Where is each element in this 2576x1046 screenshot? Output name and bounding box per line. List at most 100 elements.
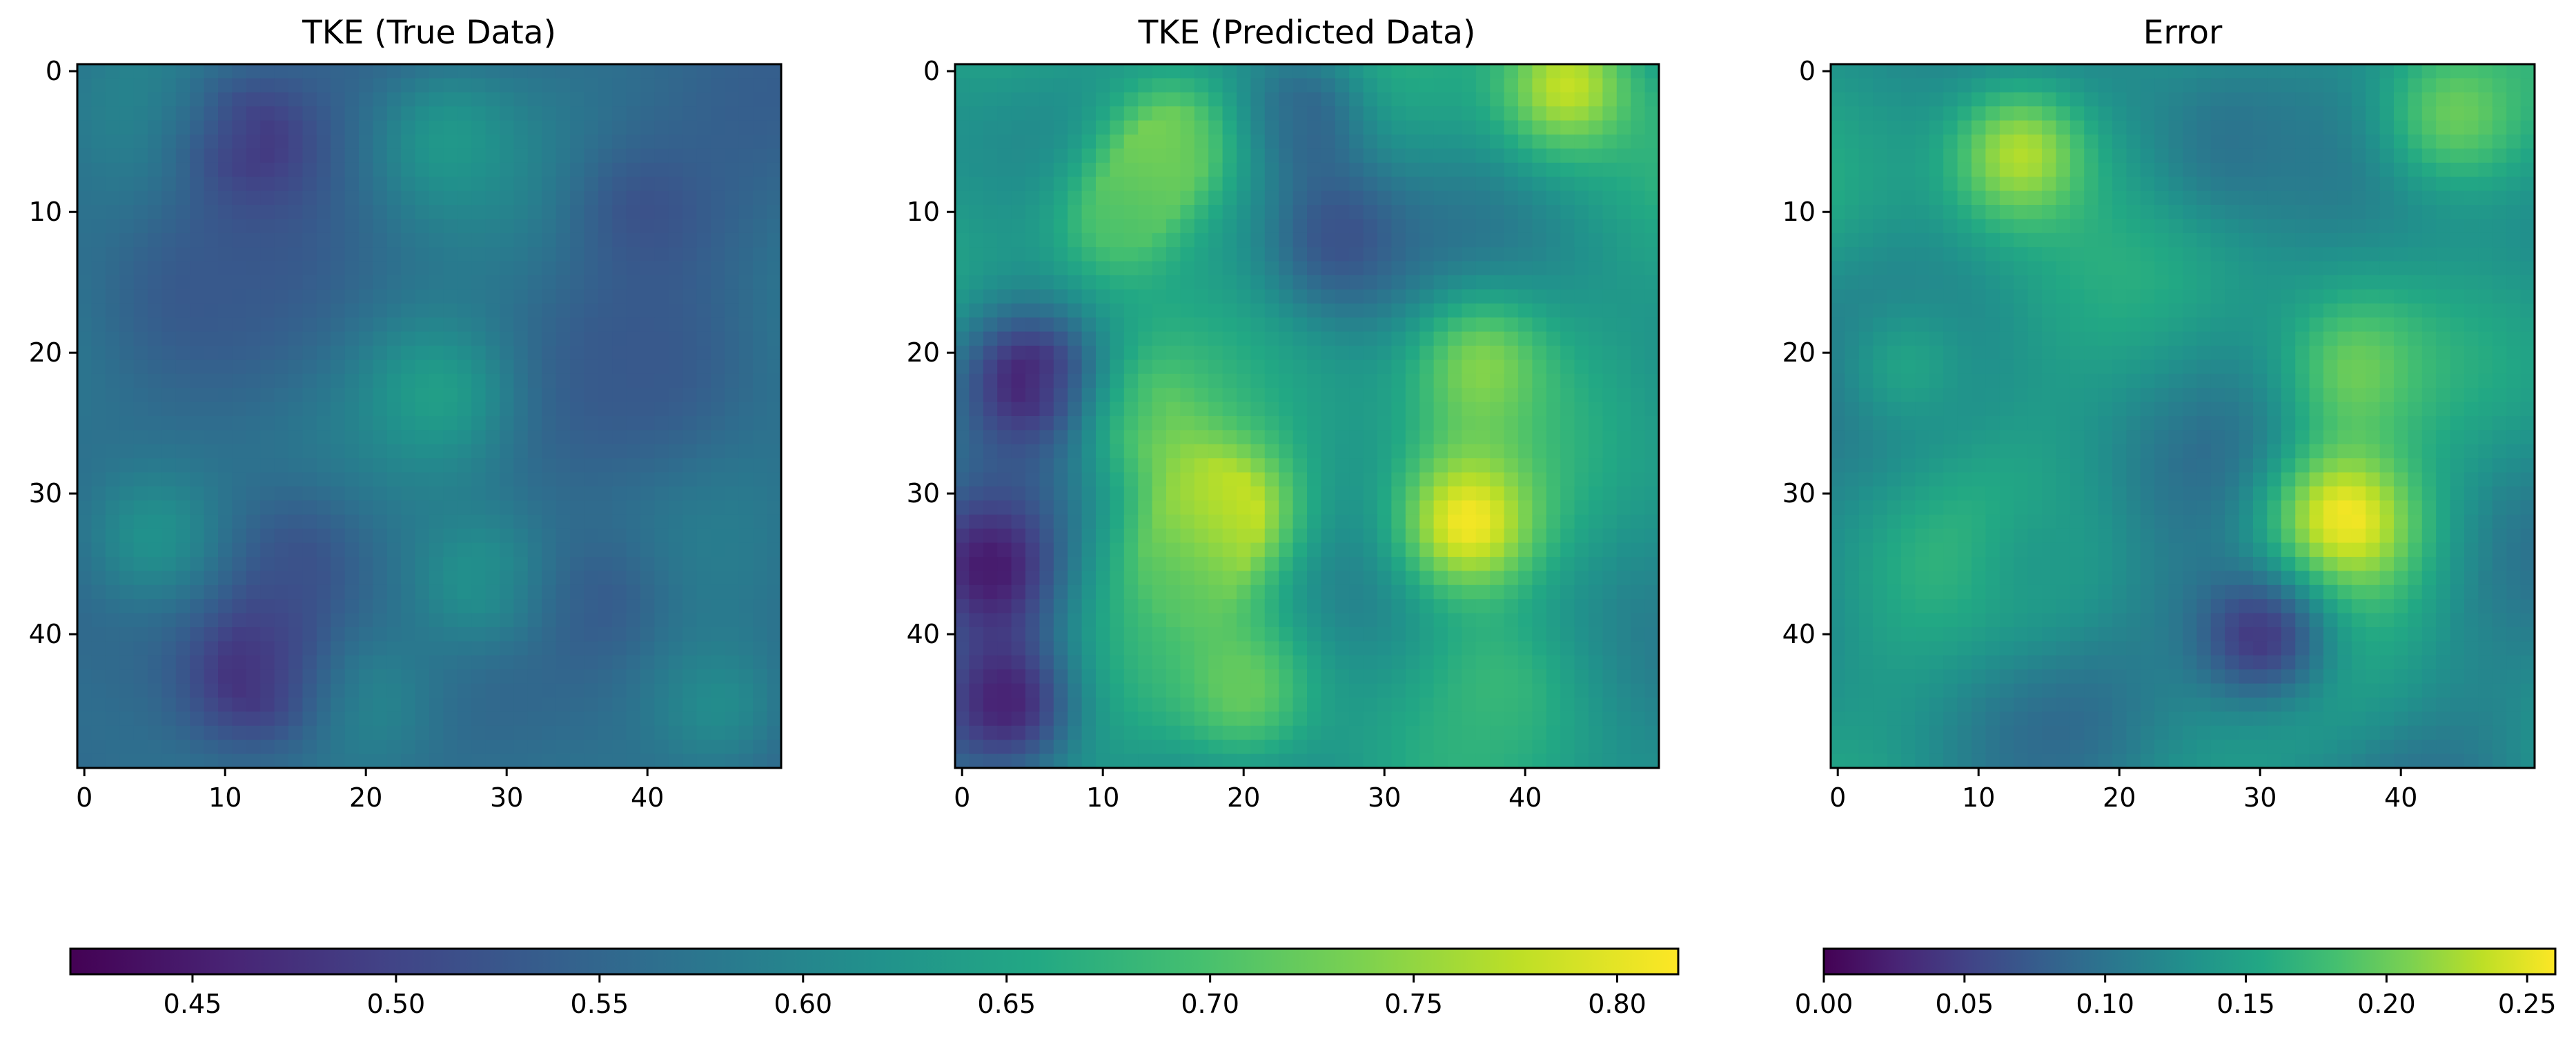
heatmap-cell: [669, 135, 683, 149]
heatmap-cell: [134, 444, 148, 459]
heatmap-cell: [471, 740, 486, 754]
heatmap-cell: [1419, 374, 1434, 388]
heatmap-cell: [345, 106, 360, 121]
heatmap-cell: [570, 754, 584, 769]
heatmap-cell: [415, 458, 430, 473]
heatmap-cell: [1166, 247, 1181, 262]
heatmap-cell: [1335, 219, 1350, 233]
heatmap-cell: [1434, 543, 1448, 557]
heatmap-cell: [1096, 205, 1110, 219]
heatmap-cell: [106, 726, 120, 740]
heatmap-cell: [275, 346, 289, 360]
heatmap-cell: [1560, 669, 1575, 684]
heatmap-cell: [1546, 177, 1561, 191]
heatmap-cell: [288, 289, 303, 304]
heatmap-cell: [1617, 627, 1631, 642]
heatmap-cell: [725, 148, 739, 163]
heatmap-cell: [969, 177, 983, 191]
heatmap-cell: [1208, 430, 1223, 444]
heatmap-cell: [1237, 219, 1251, 233]
heatmap-cell: [288, 585, 303, 600]
heatmap-cell: [1419, 402, 1434, 417]
heatmap-cell: [1589, 740, 1603, 754]
heatmap-cell: [584, 332, 598, 346]
heatmap-cell: [232, 233, 246, 248]
heatmap-cell: [654, 486, 669, 501]
heatmap-cell: [1307, 613, 1321, 628]
heatmap-cell: [1560, 106, 1575, 121]
heatmap-cell: [260, 627, 275, 642]
heatmap-cell: [753, 177, 767, 191]
heatmap-cell: [1518, 529, 1533, 543]
heatmap-cell: [640, 64, 655, 79]
heatmap-cell: [275, 515, 289, 529]
heatmap-cell: [1335, 473, 1350, 487]
heatmap-cell: [1645, 444, 1660, 459]
heatmap-cell: [119, 444, 134, 459]
heatmap-cell: [1589, 359, 1603, 374]
heatmap-cell: [1575, 317, 1589, 332]
heatmap-cell: [725, 304, 739, 318]
heatmap-cell: [1434, 247, 1448, 262]
heatmap-cell: [598, 655, 613, 670]
heatmap-cell: [1321, 64, 1335, 79]
heatmap-cell: [528, 121, 542, 135]
heatmap-cell: [1406, 262, 1420, 276]
heatmap-cell: [373, 473, 387, 487]
heatmap-cell: [486, 64, 500, 79]
heatmap-cell: [373, 529, 387, 543]
heatmap-cell: [373, 515, 387, 529]
heatmap-cell: [106, 529, 120, 543]
heatmap-cell: [1462, 613, 1476, 628]
heatmap-cell: [983, 92, 998, 107]
heatmap-cell: [711, 529, 725, 543]
heatmap-cell: [1349, 233, 1364, 248]
heatmap-cell: [345, 641, 360, 655]
heatmap-cell: [1012, 430, 1026, 444]
heatmap-cell: [711, 275, 725, 290]
heatmap-cell: [1265, 304, 1279, 318]
heatmap-cell: [1138, 346, 1152, 360]
heatmap-cell: [1349, 599, 1364, 613]
heatmap-cell: [1391, 585, 1406, 600]
heatmap-cell: [1039, 374, 1054, 388]
heatmap-cell: [1504, 416, 1519, 431]
heatmap-cell: [983, 78, 998, 92]
heatmap-cell: [682, 711, 697, 726]
heatmap-cell: [1096, 402, 1110, 417]
heatmap-cell: [711, 726, 725, 740]
heatmap-cell: [91, 473, 106, 487]
heatmap-cell: [1448, 627, 1462, 642]
heatmap-cell: [443, 557, 458, 571]
heatmap-cell: [486, 669, 500, 684]
heatmap-cell: [682, 599, 697, 613]
heatmap-cell: [1194, 613, 1209, 628]
heatmap-cell: [1321, 726, 1335, 740]
heatmap-cell: [119, 262, 134, 276]
heatmap-cell: [1546, 543, 1561, 557]
heatmap-cell: [627, 346, 641, 360]
heatmap-cell: [682, 486, 697, 501]
heatmap-cell: [1307, 641, 1321, 655]
heatmap-cell: [1307, 529, 1321, 543]
heatmap-cell: [119, 515, 134, 529]
heatmap-cell: [218, 740, 233, 754]
heatmap-cell: [739, 205, 754, 219]
heatmap-cell: [697, 304, 711, 318]
heatmap-cell: [161, 430, 176, 444]
heatmap-cell: [1518, 613, 1533, 628]
heatmap-cell: [176, 64, 190, 79]
heatmap-cell: [739, 684, 754, 698]
heatmap-cell: [654, 332, 669, 346]
heatmap-cell: [1476, 430, 1491, 444]
heatmap-cell: [1223, 711, 1237, 726]
heatmap-cell: [1504, 500, 1519, 515]
heatmap-cell: [682, 402, 697, 417]
heatmap-cell: [77, 754, 92, 769]
heatmap-cell: [1068, 148, 1082, 163]
heatmap-cell: [983, 571, 998, 585]
heatmap-cell: [983, 289, 998, 304]
heatmap-cell: [443, 92, 458, 107]
heatmap-cell: [1265, 205, 1279, 219]
heatmap-cell: [458, 543, 472, 557]
